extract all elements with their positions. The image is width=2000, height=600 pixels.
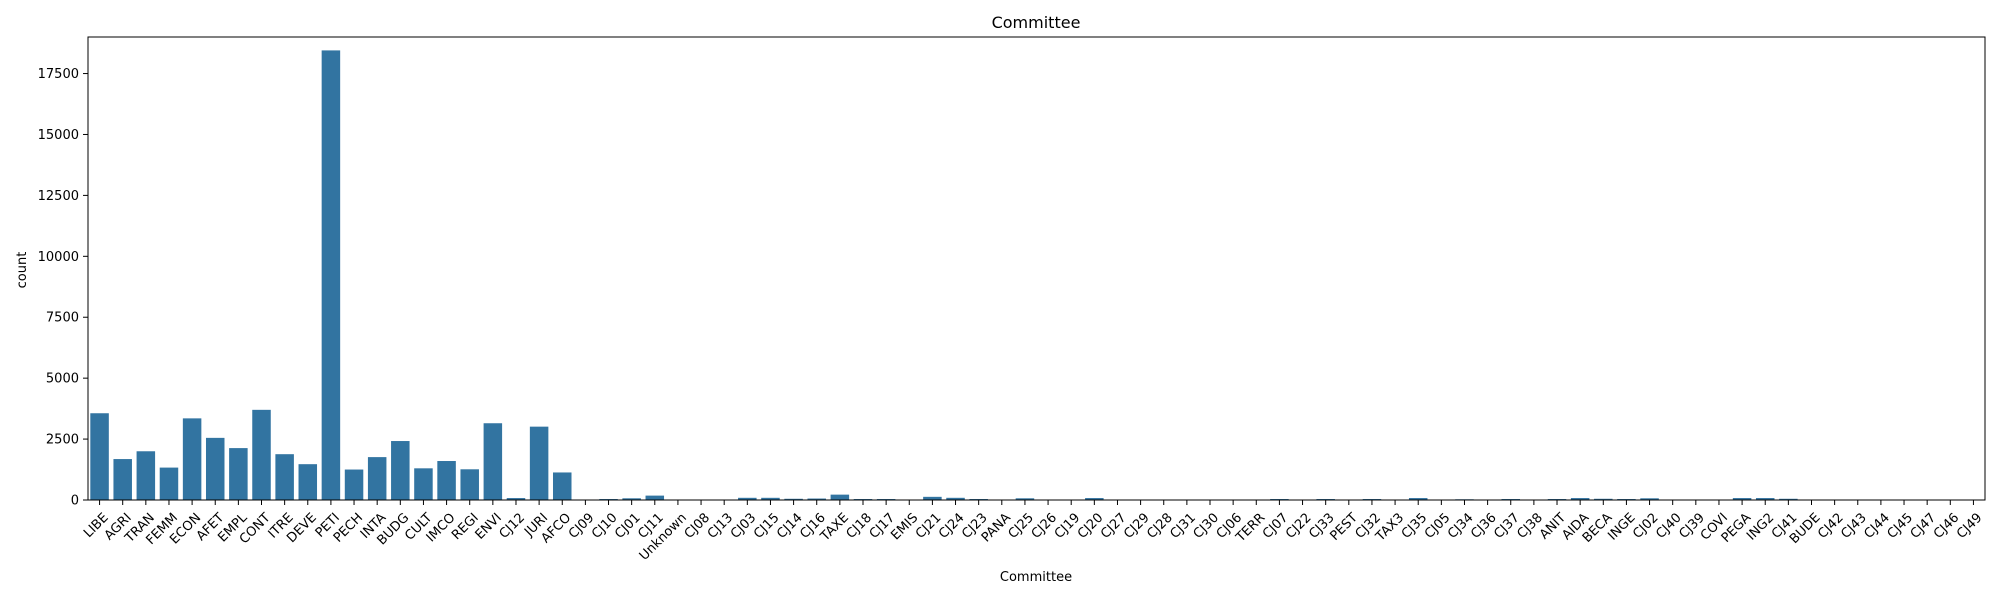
x-tick-label-cj03: CJ03 bbox=[728, 510, 759, 541]
x-tick-label-cj30: CJ30 bbox=[1191, 510, 1222, 541]
y-tick-label: 5000 bbox=[46, 372, 79, 387]
bars-group bbox=[90, 50, 1983, 501]
y-tick-label: 0 bbox=[71, 494, 79, 509]
x-tick-label-cj46: CJ46 bbox=[1931, 510, 1962, 541]
x-tick-label-cj10: CJ10 bbox=[589, 510, 620, 541]
x-tick-label-cj13: CJ13 bbox=[705, 510, 736, 541]
bar-afet bbox=[205, 437, 225, 500]
x-tick-label-cj15: CJ15 bbox=[751, 510, 782, 541]
x-tick-label-cj20: CJ20 bbox=[1075, 510, 1106, 541]
bar-cj35 bbox=[1408, 498, 1428, 500]
x-tick-label-cj43: CJ43 bbox=[1838, 510, 1869, 541]
bar-budg bbox=[391, 441, 410, 500]
bar-envi bbox=[483, 423, 503, 500]
bar-itre bbox=[275, 454, 294, 500]
x-tick-label-cj34: CJ34 bbox=[1445, 510, 1476, 541]
bar-imco bbox=[437, 461, 456, 500]
x-tick-label-cj18: CJ18 bbox=[844, 510, 875, 541]
x-tick-label-cj19: CJ19 bbox=[1052, 510, 1083, 541]
bar-cj12 bbox=[506, 498, 526, 500]
bar-beca bbox=[1594, 498, 1613, 500]
bar-empl bbox=[229, 448, 248, 500]
bar-femm bbox=[159, 467, 179, 500]
bar-regi bbox=[460, 469, 479, 500]
bar-agri bbox=[113, 459, 132, 500]
x-tick-label-cj40: CJ40 bbox=[1653, 510, 1684, 541]
y-tick-label: 12500 bbox=[38, 189, 79, 204]
bar-cult bbox=[414, 468, 433, 500]
x-tick-label-cj01: CJ01 bbox=[612, 510, 643, 541]
bar-cj24 bbox=[946, 497, 965, 500]
bar-aida bbox=[1570, 498, 1590, 500]
bar-pega bbox=[1732, 498, 1752, 500]
x-tick-label-cj22: CJ22 bbox=[1283, 510, 1314, 541]
bar-econ bbox=[182, 418, 202, 500]
y-tick-label: 7500 bbox=[46, 311, 79, 326]
x-tick-label-cj44: CJ44 bbox=[1862, 510, 1893, 541]
x-tick-label-cj14: CJ14 bbox=[774, 510, 805, 541]
x-axis-label: Committee bbox=[1000, 570, 1072, 585]
bar-cj16 bbox=[807, 498, 826, 500]
x-tick-label-cj29: CJ29 bbox=[1121, 510, 1152, 541]
bar-cj03 bbox=[738, 497, 757, 500]
bar-afco bbox=[552, 472, 572, 500]
x-tick-label-cj05: CJ05 bbox=[1422, 510, 1453, 541]
x-tick-label-cj28: CJ28 bbox=[1144, 510, 1175, 541]
bar-pech bbox=[344, 469, 364, 500]
x-axis: LIBEAGRITRANFEMMECONAFETEMPLCONTITREDEVE… bbox=[81, 500, 1985, 564]
x-tick-label-cj31: CJ31 bbox=[1167, 510, 1198, 541]
x-tick-label-cj07: CJ07 bbox=[1260, 510, 1291, 541]
bar-libe bbox=[90, 413, 109, 500]
x-tick-label-cj08: CJ08 bbox=[682, 510, 713, 541]
x-tick-label-cj45: CJ45 bbox=[1885, 510, 1916, 541]
x-tick-label-cj09: CJ09 bbox=[566, 510, 597, 541]
bar-tran bbox=[136, 451, 156, 500]
bar-juri bbox=[529, 426, 549, 500]
bar-cj01 bbox=[622, 498, 641, 500]
y-tick-label: 10000 bbox=[38, 250, 79, 265]
y-tick-label: 2500 bbox=[46, 433, 79, 448]
x-tick-label-cj42: CJ42 bbox=[1815, 510, 1846, 541]
x-tick-label-cj35: CJ35 bbox=[1399, 510, 1430, 541]
bar-cj21 bbox=[923, 496, 942, 500]
y-axis-label: count bbox=[15, 252, 30, 289]
x-tick-label-cj49: CJ49 bbox=[1954, 510, 1985, 541]
plot-frame bbox=[87, 36, 1986, 501]
x-tick-label-cj27: CJ27 bbox=[1098, 510, 1129, 541]
y-tick-label: 17500 bbox=[38, 67, 79, 82]
bar-cj02 bbox=[1640, 498, 1659, 500]
x-tick-label-cj02: CJ02 bbox=[1630, 510, 1661, 541]
bar-cj41 bbox=[1779, 498, 1798, 500]
x-tick-label-cj37: CJ37 bbox=[1491, 510, 1522, 541]
bar-cj14 bbox=[784, 498, 803, 500]
y-axis: 0 2500 5000 7500 10000 12500 15000 17500 bbox=[38, 67, 88, 509]
y-tick-label: 15000 bbox=[38, 128, 79, 143]
x-tick-label-cj47: CJ47 bbox=[1908, 510, 1939, 541]
bar-ing2 bbox=[1755, 498, 1775, 500]
chart-title: Committee bbox=[992, 13, 1081, 32]
bar-deve bbox=[298, 464, 318, 500]
bar-cont bbox=[252, 409, 271, 500]
bar-cj25 bbox=[1015, 498, 1035, 500]
bar-inta bbox=[367, 457, 387, 500]
x-tick-label-cj12: CJ12 bbox=[497, 510, 528, 541]
bar-cj15 bbox=[761, 497, 780, 500]
x-tick-label-cj25: CJ25 bbox=[1006, 510, 1037, 541]
x-tick-label-cj26: CJ26 bbox=[1029, 510, 1060, 541]
bar-cj11 bbox=[645, 495, 665, 500]
bar-taxe bbox=[830, 494, 850, 500]
x-tick-label-cj24: CJ24 bbox=[936, 510, 967, 541]
bar-cj20 bbox=[1085, 498, 1104, 500]
x-tick-label-cj21: CJ21 bbox=[913, 510, 944, 541]
bar-peti bbox=[321, 50, 341, 501]
x-tick-label-cj36: CJ36 bbox=[1468, 510, 1499, 541]
